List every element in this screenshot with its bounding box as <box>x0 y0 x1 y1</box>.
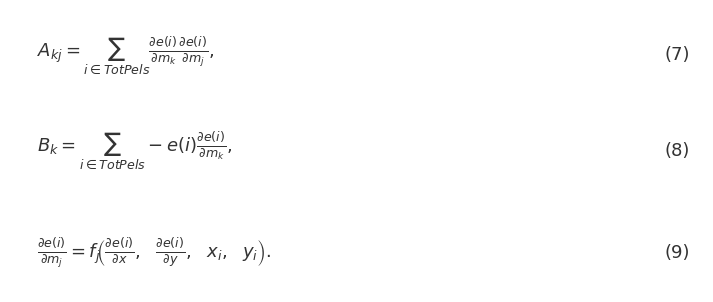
Text: $A_{kj} = \sum_{i \in TotPels} \frac{\partial e(i)}{\partial m_k} \frac{\partial: $A_{kj} = \sum_{i \in TotPels} \frac{\pa… <box>37 35 215 76</box>
Text: (7): (7) <box>665 46 690 64</box>
Text: (9): (9) <box>665 244 690 262</box>
Text: $B_k = \sum_{i \in TotPels} -e(i) \frac{\partial e(i)}{\partial m_k},$: $B_k = \sum_{i \in TotPels} -e(i) \frac{… <box>37 131 232 171</box>
Text: (8): (8) <box>665 142 690 160</box>
Text: $\frac{\partial e(i)}{\partial m_j} = f_j\!\left(\frac{\partial e(i)}{\partial x: $\frac{\partial e(i)}{\partial m_j} = f_… <box>37 236 271 270</box>
